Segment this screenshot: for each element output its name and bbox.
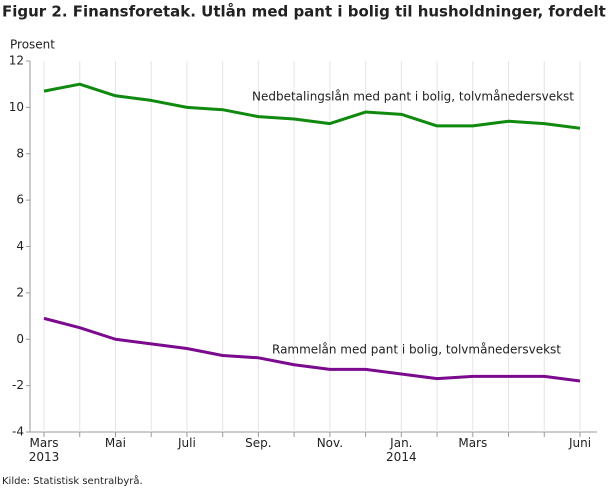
x-tick-label: Mars [458, 436, 488, 450]
x-tick-label: Nov. [316, 436, 344, 450]
y-tick-label: 0 [16, 332, 24, 346]
y-tick-label: 2 [16, 285, 24, 299]
series-label: Rammelån med pant i bolig, tolvmånedersv… [272, 343, 561, 357]
series-line [43, 82, 581, 130]
y-tick-label: 6 [16, 193, 24, 207]
y-tick-label: 12 [9, 54, 24, 68]
series-label: Nedbetalingslån med pant i bolig, tolvmå… [252, 90, 574, 104]
x-tick-label: Jan. 2014 [386, 436, 417, 464]
x-tick-label: Mars 2013 [28, 436, 60, 464]
y-tick-label: 8 [16, 146, 24, 160]
series-line [43, 316, 581, 383]
chart-title: Figur 2. Finansforetak. Utlån med pant i… [2, 3, 610, 21]
y-tick-label: -2 [12, 378, 24, 392]
x-tick-label: Sep. [245, 436, 272, 450]
y-axis-label: Prosent [10, 38, 55, 52]
x-tick-label: Juni [568, 436, 592, 450]
x-tick-label: Juli [178, 436, 196, 450]
y-tick-label: 10 [9, 100, 24, 114]
y-tick-label: 4 [16, 239, 24, 253]
y-tick-label: -4 [12, 425, 24, 439]
source: Kilde: Statistisk sentralbyrå. [2, 474, 143, 487]
x-tick-label: Mai [104, 436, 126, 450]
